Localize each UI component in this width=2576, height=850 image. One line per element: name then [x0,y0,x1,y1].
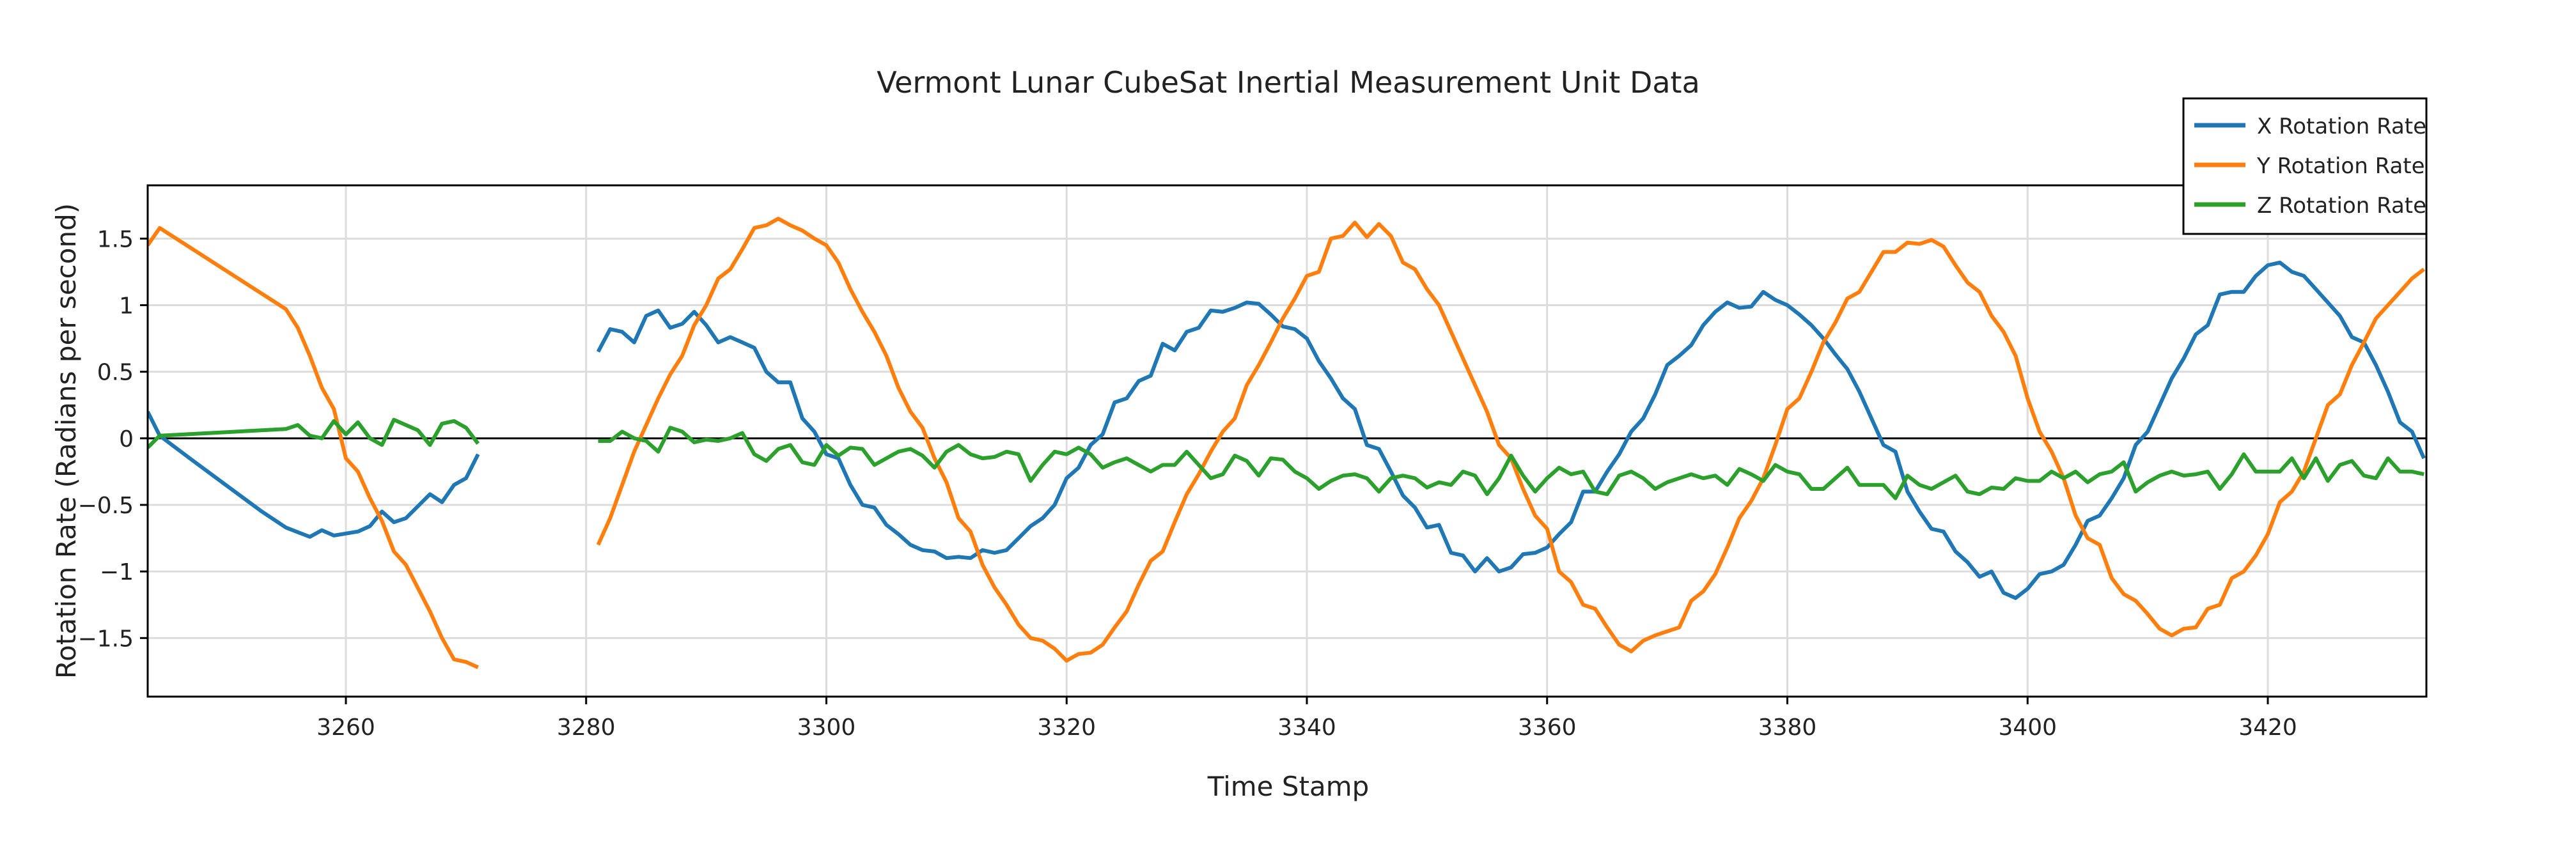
x-tick-label: 3280 [557,715,616,741]
legend-entry-label: Y Rotation Rate [2256,153,2425,179]
chart-title: Vermont Lunar CubeSat Inertial Measureme… [877,65,1700,100]
x-tick-label: 3400 [1998,715,2057,741]
x-tick-label: 3300 [797,715,856,741]
legend: X Rotation Rate Y Rotation Rate Z Rotation… [2182,97,2428,235]
axis-ticks: 3260 3280 3300 3320 3340 3360 3380 3400 3420 −1.5… [78,226,2297,741]
legend-entry-label: X Rotation Rate [2257,114,2426,139]
y-tick-label: −0.5 [78,493,134,519]
series-line-x-rotation-rate [148,260,2426,600]
grid [148,185,2426,697]
y-tick-label: 0 [119,426,134,452]
x-tick-label: 3320 [1037,715,1096,741]
plot-area [148,217,2426,669]
x-tick-label: 3340 [1277,715,1336,741]
series-line-z-rotation-rate [148,417,2424,500]
x-tick-label: 3360 [1518,715,1577,741]
y-tick-label: −1.5 [78,626,134,652]
legend-entry-label: Z Rotation Rate [2257,193,2426,219]
series-line-y-rotation-rate [148,217,2426,669]
x-tick-label: 3260 [316,715,375,741]
x-tick-label: 3380 [1758,715,1817,741]
y-tick-label: 1.5 [97,226,134,252]
y-tick-label: 1 [119,293,134,320]
y-tick-label: 0.5 [97,360,134,386]
x-tick-label: 3420 [2238,715,2297,741]
x-axis-label: Time Stamp [1207,771,1370,802]
y-tick-label: −1 [100,559,134,585]
y-axis-label: Rotation Rate (Radians per second) [51,203,82,679]
plot-frame [146,184,2428,698]
